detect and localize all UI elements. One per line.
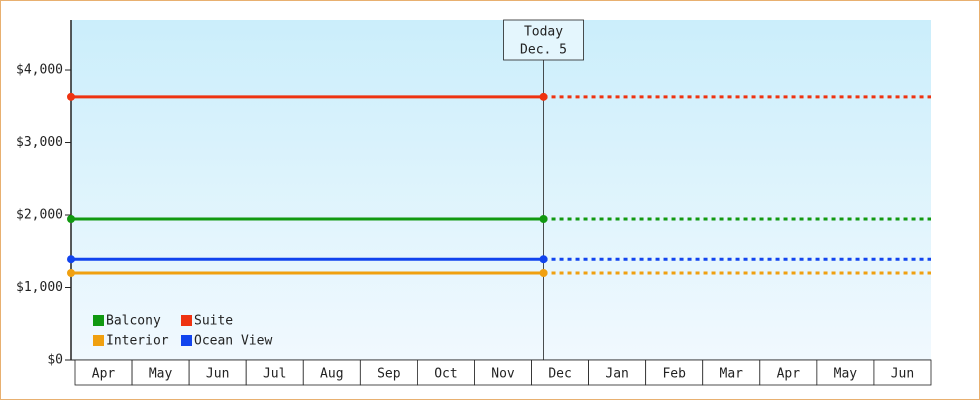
plot-area [71,20,931,360]
x-tick-label: May [149,367,173,382]
point [539,214,548,223]
point [539,269,548,278]
month-cell [188,359,247,386]
x-tick-label: Mar [720,367,744,382]
x-tick-label: Jun [206,367,229,382]
month-cell [131,359,190,386]
month-cell [302,359,361,386]
x-tick-label: Jan [605,367,628,382]
month-cell [74,359,133,386]
x-tick-label: Jul [263,367,286,382]
y-tick-label: $1,000 [16,280,63,295]
point [539,255,548,264]
y-tick-label: $3,000 [16,135,63,150]
point [67,269,75,278]
x-tick-label: Apr [92,367,116,382]
today-label: Dec. 5 [520,43,567,58]
month-cell [759,359,818,386]
legend-label: Suite [194,314,233,329]
today-box [503,19,584,61]
x-tick-label: May [834,367,858,382]
legend-label: Interior [106,334,169,349]
point [67,92,75,101]
x-tick-label: Apr [777,367,801,382]
point [67,214,75,223]
x-tick-label: Sep [377,367,401,382]
month-cell [873,359,932,386]
point [67,255,75,264]
x-tick-label: Feb [662,367,686,382]
x-tick-label: Jun [891,367,914,382]
legend-swatch [181,315,192,326]
x-tick-label: Dec [548,367,571,382]
legend-label: Ocean View [194,334,272,349]
x-tick-label: Aug [320,367,343,382]
month-cell [702,359,761,386]
legend-swatch [93,335,104,346]
y-tick-label: $0 [47,353,63,368]
y-tick-label: $2,000 [16,208,63,223]
y-tick-label: $4,000 [16,63,63,78]
month-cell [474,359,532,386]
month-cell [245,359,304,386]
x-tick-label: Nov [491,367,515,382]
month-cell [588,359,647,386]
legend-swatch [181,335,192,346]
point [539,92,548,101]
today-label: Today [524,25,563,40]
legend-swatch [93,315,104,326]
x-tick-label: Oct [434,367,457,382]
legend-label: Balcony [106,314,161,329]
